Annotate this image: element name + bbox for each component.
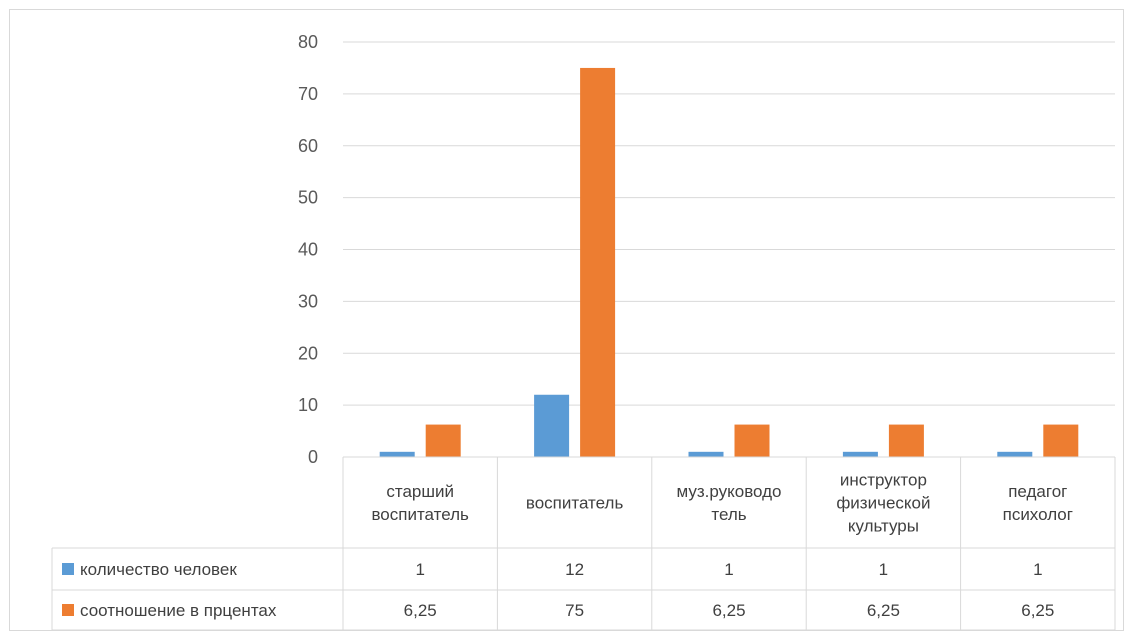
- category-label: воспитатель: [371, 505, 469, 524]
- data-table-cell: 6,25: [1021, 601, 1054, 620]
- bar: [534, 394, 570, 457]
- category-label: физической: [836, 494, 930, 513]
- y-tick-label: 20: [298, 343, 318, 363]
- bar: [1043, 424, 1079, 457]
- data-table-cell: 6,25: [712, 601, 745, 620]
- category-label: тель: [711, 505, 746, 524]
- bar: [379, 451, 415, 457]
- bar: [888, 424, 924, 457]
- category-label: муз.руководо: [676, 482, 781, 501]
- y-tick-label: 40: [298, 240, 318, 260]
- legend-key: [62, 563, 74, 575]
- legend-key: [62, 604, 74, 616]
- bar: [425, 424, 461, 457]
- y-tick-label: 70: [298, 84, 318, 104]
- bar: [734, 424, 770, 457]
- category-label: педагог: [1008, 482, 1067, 501]
- legend-label: количество человек: [80, 560, 237, 579]
- category-label: психолог: [1003, 505, 1073, 524]
- y-tick-label: 10: [298, 395, 318, 415]
- data-table-cell: 75: [565, 601, 584, 620]
- bar: [688, 451, 724, 457]
- y-tick-label: 80: [298, 32, 318, 52]
- category-label: старший: [386, 482, 454, 501]
- category-label: инструктор: [840, 471, 927, 490]
- bar: [997, 451, 1033, 457]
- legend-label: соотношение в прцентах: [80, 601, 277, 620]
- category-label: культуры: [848, 517, 919, 536]
- data-table-cell: 1: [415, 560, 424, 579]
- data-table-cell: 6,25: [867, 601, 900, 620]
- bar: [842, 451, 878, 457]
- y-tick-label: 30: [298, 291, 318, 311]
- data-table-cell: 12: [565, 560, 584, 579]
- y-tick-label: 50: [298, 188, 318, 208]
- y-tick-label: 0: [308, 447, 318, 467]
- data-table-cell: 1: [879, 560, 888, 579]
- data-table-cell: 6,25: [404, 601, 437, 620]
- bar: [580, 67, 616, 457]
- data-table-cell: 1: [724, 560, 733, 579]
- category-label: воспитатель: [526, 494, 624, 513]
- data-table-cell: 1: [1033, 560, 1042, 579]
- y-tick-label: 60: [298, 136, 318, 156]
